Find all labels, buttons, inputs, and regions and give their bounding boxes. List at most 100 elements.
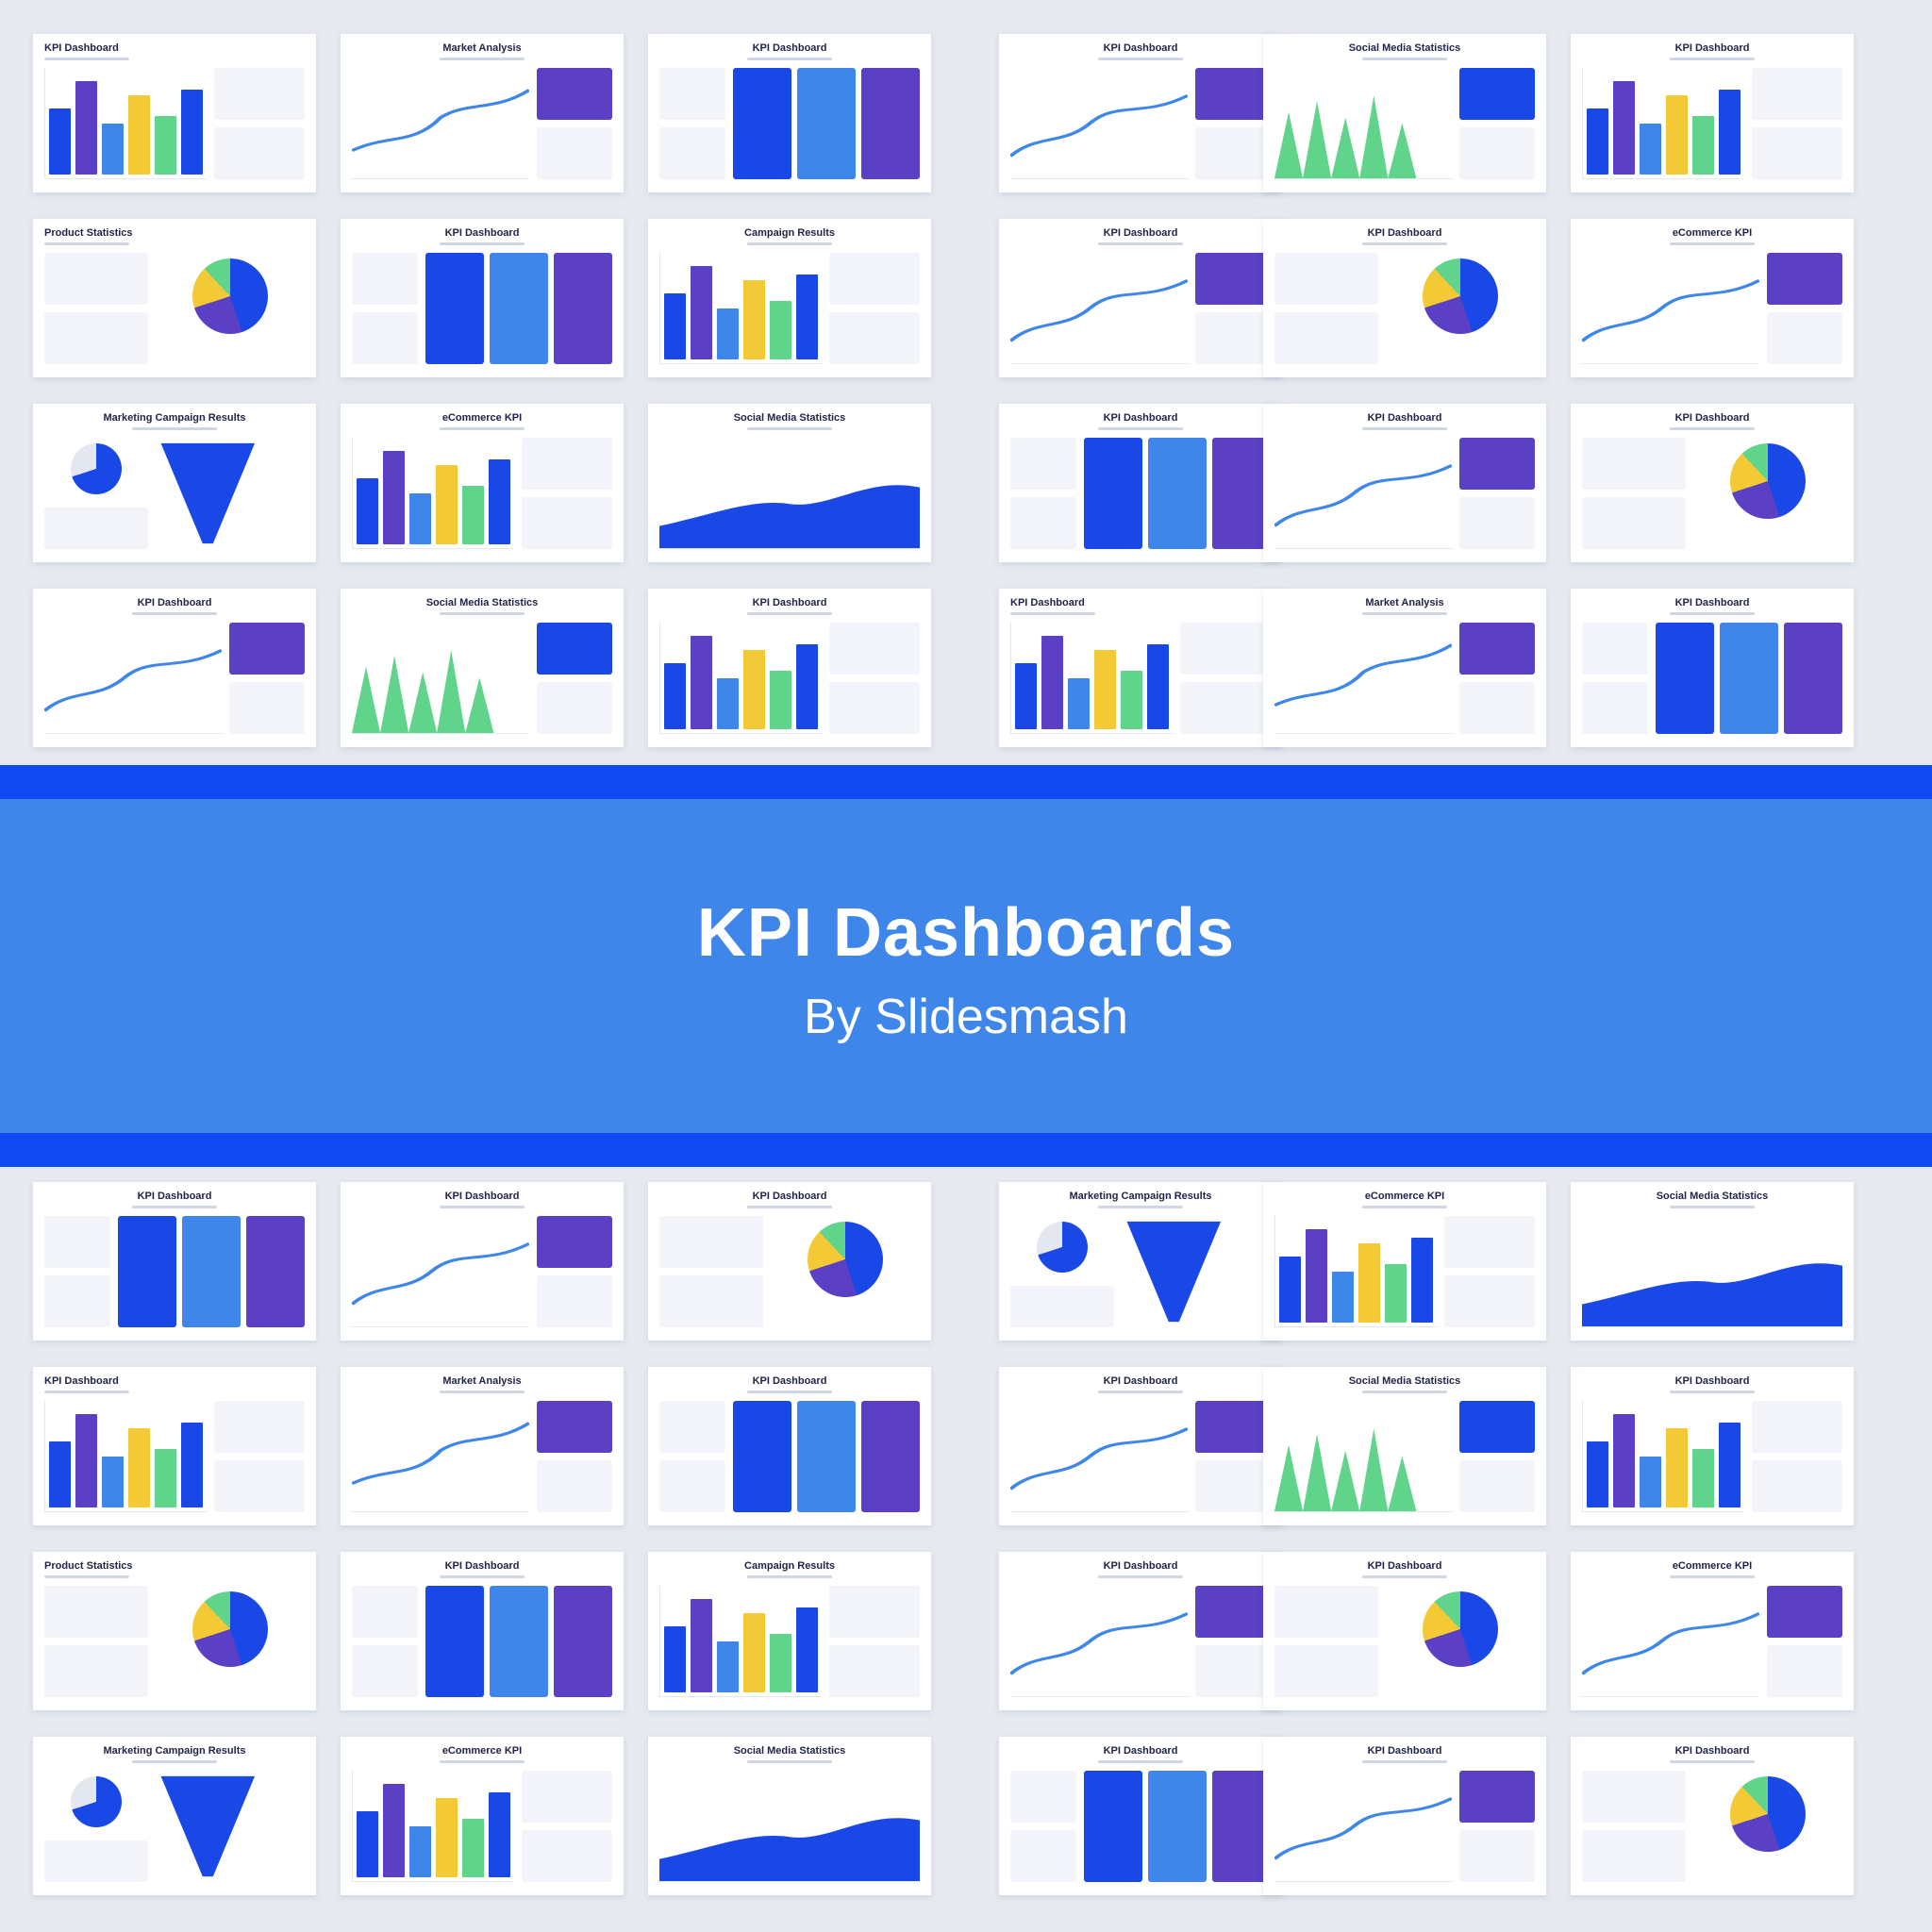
preview-bar (383, 450, 405, 544)
preview-card (44, 1275, 110, 1327)
slide-title: KPI Dashboard (1103, 42, 1178, 54)
slide-title: KPI Dashboard (1103, 1745, 1178, 1757)
slide-title: KPI Dashboard (1674, 1745, 1750, 1757)
slide-thumbnail[interactable]: KPI Dashboard (999, 219, 1282, 377)
preview-card (537, 1460, 612, 1512)
preview-bar (743, 280, 765, 359)
preview-card (214, 1460, 305, 1512)
slide-thumbnail[interactable]: KPI Dashboard (1263, 404, 1546, 562)
preview-bar (796, 274, 818, 359)
slide-thumbnail[interactable]: Social Media Statistics (1263, 34, 1546, 192)
preview-line-chart (1274, 1771, 1452, 1882)
preview-card (352, 312, 418, 364)
slide-title: eCommerce KPI (441, 1745, 523, 1757)
slide-subtitle-line (1670, 58, 1755, 60)
preview-bar (383, 1783, 405, 1877)
preview-kpi-tiles (1084, 1771, 1271, 1882)
slide-thumbnail[interactable]: KPI Dashboard (1571, 404, 1854, 562)
slide-thumbnail[interactable]: eCommerce KPI (1571, 1552, 1854, 1710)
preview-bar (770, 300, 791, 359)
top-thumbnail-grid: KPI Dashboard Market Analysis KPI Dashboar… (0, 34, 1932, 747)
slide-thumbnail[interactable]: eCommerce KPI (341, 404, 624, 562)
preview-card (1582, 682, 1648, 734)
slide-thumbnail[interactable]: Product Statistics (33, 219, 316, 377)
preview-card (1752, 1401, 1842, 1453)
slide-subtitle-line (1098, 1760, 1183, 1763)
slide-thumbnail[interactable]: Social Media Statistics (1263, 1367, 1546, 1525)
slide-thumbnail[interactable]: KPI Dashboard (648, 1182, 931, 1341)
slide-subtitle-line (747, 1206, 832, 1208)
preview-card (537, 682, 612, 734)
slide-title: Social Media Statistics (425, 597, 539, 608)
slide-thumbnail[interactable]: KPI Dashboard (33, 34, 316, 192)
slide-title: KPI Dashboard (444, 1560, 520, 1572)
slide-preview (1274, 68, 1535, 179)
slide-thumbnail[interactable]: KPI Dashboard (648, 34, 931, 192)
preview-bar (796, 1607, 818, 1692)
slide-thumbnail[interactable]: Social Media Statistics (648, 1737, 931, 1895)
preview-bar (1666, 95, 1688, 175)
slide-thumbnail[interactable]: Market Analysis (341, 1367, 624, 1525)
preview-card (829, 1645, 920, 1697)
slide-thumbnail[interactable]: KPI Dashboard (341, 1182, 624, 1341)
slide-thumbnail[interactable]: KPI Dashboard (341, 1552, 624, 1710)
preview-side-panel (1195, 253, 1271, 364)
preview-line-chart (1010, 1401, 1188, 1512)
slide-thumbnail[interactable]: eCommerce KPI (1571, 219, 1854, 377)
slide-thumbnail[interactable]: KPI Dashboard (33, 589, 316, 747)
slide-thumbnail[interactable]: KPI Dashboard (999, 34, 1282, 192)
slide-thumbnail[interactable]: KPI Dashboard (999, 589, 1282, 747)
slide-thumbnail[interactable]: KPI Dashboard (33, 1367, 316, 1525)
slide-subtitle-line (1010, 612, 1095, 615)
slide-preview (352, 68, 612, 179)
slide-thumbnail[interactable]: KPI Dashboard (33, 1182, 316, 1341)
preview-card (352, 253, 418, 305)
slide-thumbnail[interactable]: KPI Dashboard (1263, 219, 1546, 377)
preview-bar (1068, 677, 1090, 729)
preview-card (44, 312, 148, 364)
slide-thumbnail[interactable]: Social Media Statistics (341, 589, 624, 747)
preview-bar (1587, 108, 1608, 175)
slide-thumbnail[interactable]: Marketing Campaign Results (33, 404, 316, 562)
slide-thumbnail[interactable]: KPI Dashboard (648, 1367, 931, 1525)
preview-bar (691, 265, 712, 359)
slide-thumbnail[interactable]: KPI Dashboard (999, 1367, 1282, 1525)
slide-thumbnail[interactable]: Marketing Campaign Results (33, 1737, 316, 1895)
preview-line-chart (1582, 253, 1759, 364)
preview-series (44, 649, 222, 712)
slide-title: KPI Dashboard (752, 597, 827, 608)
slide-thumbnail[interactable]: Campaign Results (648, 1552, 931, 1710)
slide-thumbnail[interactable]: Campaign Results (648, 219, 931, 377)
slide-thumbnail[interactable]: KPI Dashboard (1263, 1552, 1546, 1710)
slide-thumbnail[interactable]: KPI Dashboard (1571, 1367, 1854, 1525)
slide-thumbnail[interactable]: KPI Dashboard (999, 1552, 1282, 1710)
slide-thumbnail[interactable]: Product Statistics (33, 1552, 316, 1710)
slide-subtitle-line (1098, 1575, 1183, 1578)
slide-thumbnail[interactable]: eCommerce KPI (341, 1737, 624, 1895)
slide-thumbnail[interactable]: Social Media Statistics (648, 404, 931, 562)
slide-thumbnail[interactable]: KPI Dashboard (1571, 1737, 1854, 1895)
slide-thumbnail[interactable]: KPI Dashboard (648, 589, 931, 747)
preview-donut (1730, 1776, 1806, 1852)
slide-thumbnail[interactable]: KPI Dashboard (1571, 589, 1854, 747)
slide-thumbnail[interactable]: eCommerce KPI (1263, 1182, 1546, 1341)
slide-thumbnail[interactable]: KPI Dashboard (1263, 1737, 1546, 1895)
slide-thumbnail[interactable]: Social Media Statistics (1571, 1182, 1854, 1341)
slide-title: Social Media Statistics (1348, 42, 1461, 54)
preview-card (1752, 68, 1842, 120)
slide-subtitle-line (440, 1206, 525, 1208)
preview-bar (1640, 123, 1661, 175)
slide-thumbnail[interactable]: KPI Dashboard (1571, 34, 1854, 192)
preview-donut-area (1693, 438, 1842, 549)
slide-thumbnail[interactable]: KPI Dashboard (999, 1737, 1282, 1895)
slide-subtitle-line (1670, 1206, 1755, 1208)
preview-side-panel (537, 623, 612, 734)
slide-thumbnail[interactable]: Marketing Campaign Results (999, 1182, 1282, 1341)
slide-thumbnail[interactable]: Market Analysis (1263, 589, 1546, 747)
preview-side-panel (1752, 1401, 1842, 1512)
slide-thumbnail[interactable]: KPI Dashboard (341, 219, 624, 377)
slide-thumbnail[interactable]: KPI Dashboard (999, 404, 1282, 562)
preview-card (1010, 1286, 1114, 1327)
slide-thumbnail[interactable]: Market Analysis (341, 34, 624, 192)
preview-bar (102, 123, 124, 175)
